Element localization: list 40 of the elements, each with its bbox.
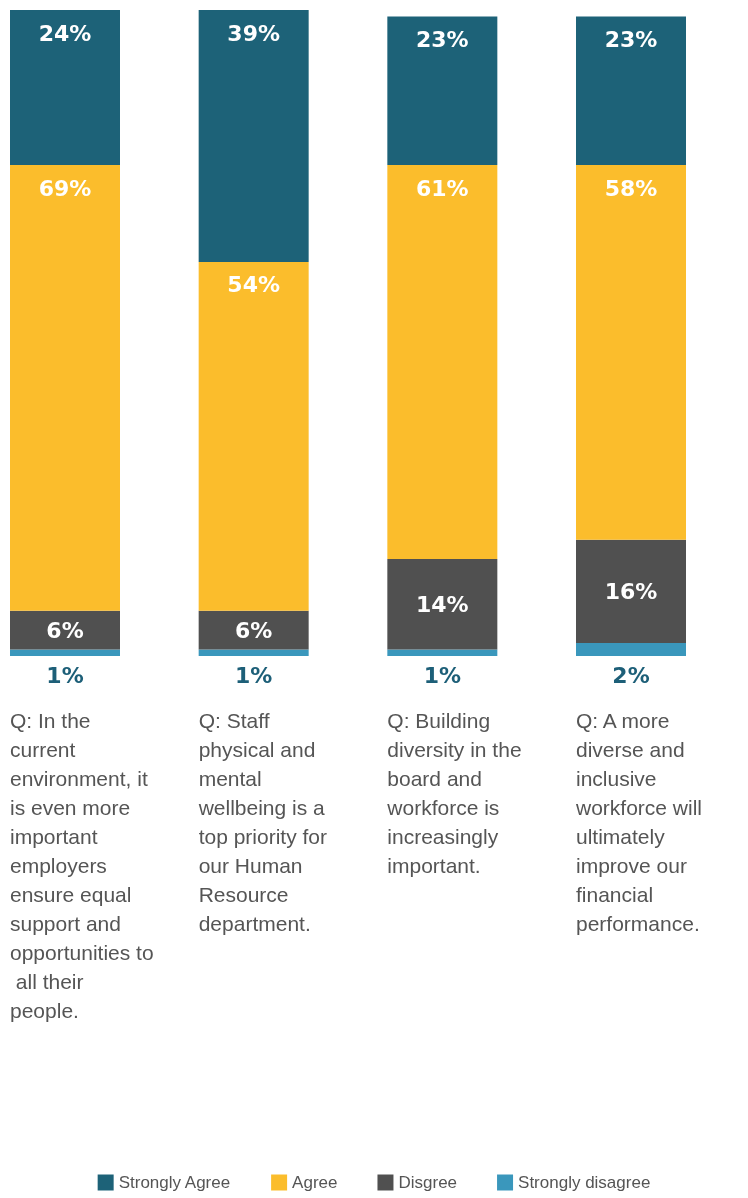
data-label: 2% [612, 662, 650, 688]
bar [198, 261, 309, 611]
bar [10, 649, 120, 656]
data-label: 1% [423, 662, 462, 688]
bar [387, 649, 498, 656]
bar [10, 10, 120, 166]
bar [387, 559, 498, 650]
data-label: 23% [416, 26, 469, 52]
data-label: 61% [416, 175, 469, 201]
bar [198, 610, 309, 650]
x-tick-label: Q: Building diversity in the board and workforce is increasingly important. [386, 709, 528, 877]
x-tick-label: Q: A more diverse and inclusive workforce will ultimately improve our financial performance. [575, 709, 708, 935]
bar [198, 10, 309, 262]
bar [576, 16, 686, 166]
bar [10, 610, 120, 650]
legend-label: Strongly Agree [118, 1173, 231, 1192]
data-label: 1% [46, 662, 84, 688]
bar [576, 539, 686, 644]
legend-label: Disgree [398, 1173, 458, 1192]
bar [576, 643, 686, 656]
legend-label: Strongly disagree [518, 1173, 651, 1192]
bar [576, 165, 686, 540]
data-label: 54% [227, 272, 280, 298]
bar [387, 165, 498, 560]
data-label: 6% [46, 617, 84, 643]
data-label: 39% [227, 20, 280, 46]
data-label: 14% [416, 591, 469, 617]
bar [10, 165, 120, 611]
data-label: 69% [38, 175, 92, 201]
data-label: 58% [604, 175, 658, 201]
data-label: 1% [234, 662, 273, 688]
bar [387, 16, 498, 166]
bar [198, 649, 309, 656]
data-label: 16% [604, 578, 658, 604]
data-label: 24% [38, 20, 92, 46]
x-tick-label: Q: Staff physical and mental wellbeing is a top priority for our Human Resource department. [197, 709, 333, 935]
data-label: 6% [234, 617, 273, 643]
data-label: 23% [604, 26, 658, 52]
category-label: Q: In the current environment, it is even more important employers ensure equal support and opportunities to all their people. [10, 709, 154, 1022]
legend-label: Agree [292, 1173, 338, 1192]
